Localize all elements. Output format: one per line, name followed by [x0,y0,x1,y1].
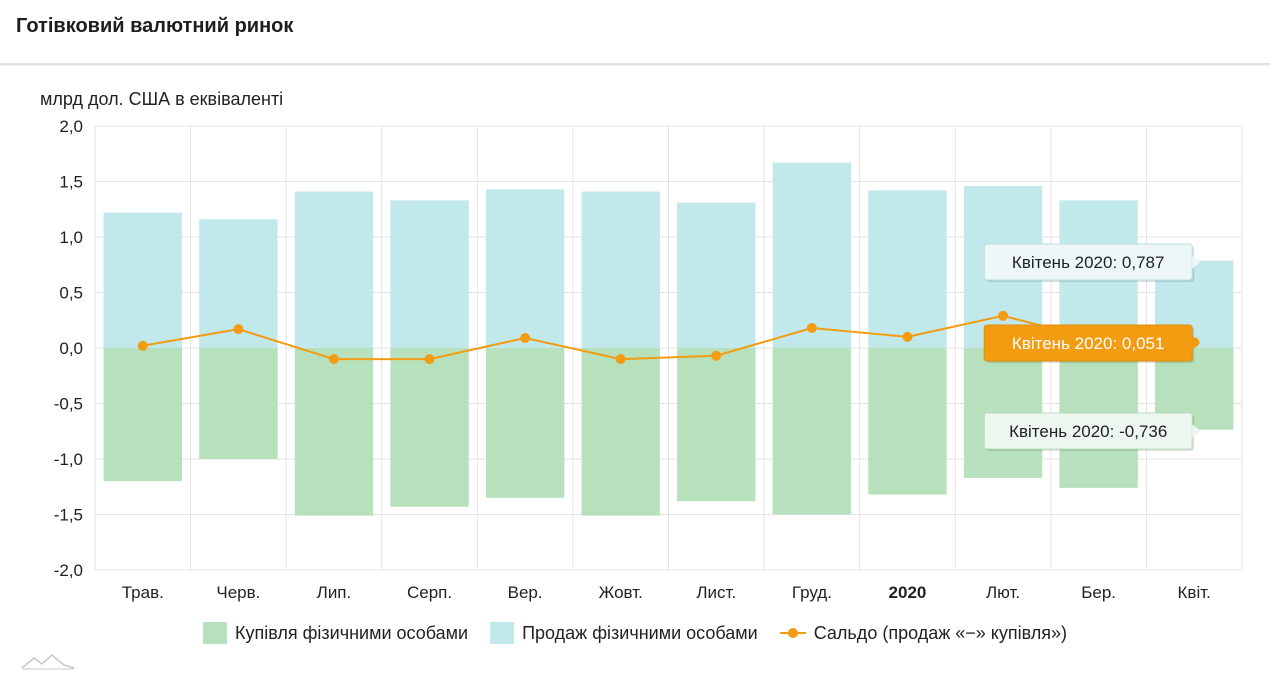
balance-line-group [137,310,1200,365]
bar-sale[interactable] [581,191,660,348]
bar-purchase[interactable] [772,348,852,515]
x-tick-label: Лют. [986,583,1020,602]
bar-sale[interactable] [485,189,565,348]
x-tick-label: Квіт. [1178,583,1211,602]
legend-swatch-balance [779,622,806,644]
bar-purchase[interactable] [677,348,756,502]
y-tick-label: -2,0 [54,561,83,580]
x-tick-label: Жовт. [599,583,643,602]
tooltip-balance: Квітень 2020: 0,051 [983,324,1201,363]
bar-sale[interactable] [294,191,374,348]
y-tick-label: 0,0 [59,339,83,358]
tooltip-purchase-text: Квітень 2020: -0,736 [1009,422,1167,441]
balance-point[interactable] [806,323,817,334]
legend-swatch-sale [490,622,515,644]
bar-sale[interactable] [390,200,469,348]
legend-item-sale[interactable]: Продаж фізичними особами [490,622,758,644]
x-tick-label: Вер. [508,583,543,602]
bar-purchase[interactable] [294,348,374,516]
bar-sale[interactable] [103,212,182,348]
bar-purchase[interactable] [103,348,182,482]
x-tick-label: Серп. [407,583,452,602]
tooltip-balance-pointer [1192,336,1201,350]
x-axis-ticks: Трав. Черв. Лип. Серп. Вер. Жовт. Лист. Груд. 20… [122,583,1211,602]
tooltip-sale-pointer [1192,255,1201,269]
bar-purchase[interactable] [581,348,660,516]
y-tick-label: 2,0 [59,117,83,136]
balance-point[interactable] [424,354,435,365]
y-tick-label: -0,5 [54,395,83,414]
balance-point[interactable] [233,324,244,335]
tooltip-sale-text: Квітень 2020: 0,787 [1012,253,1165,272]
balance-point[interactable] [711,350,722,361]
balance-line [142,314,1195,361]
bar-sale[interactable] [677,202,756,348]
y-tick-label: 1,5 [59,173,83,192]
bar-purchase[interactable] [868,348,947,495]
x-tick-label: Лист. [696,583,736,602]
mountain-logo-icon [21,654,75,670]
y-tick-label: 0,5 [59,284,83,303]
tooltip-sale-box [983,243,1193,281]
bar-sale[interactable] [868,190,947,348]
legend-label-sale: Продаж фізичними особами [522,622,758,643]
legend-label-balance: Сальдо (продаж «−» купівля») [813,622,1068,643]
y-tick-label: -1,5 [54,506,83,525]
chart-header: Готівковий валютний ринок [0,0,1270,65]
x-tick-label: 2020 [889,583,927,602]
balance-point[interactable] [137,340,148,351]
bar-sale[interactable] [772,162,852,348]
bar-purchase[interactable] [485,348,565,498]
balance-point[interactable] [328,354,339,365]
balance-point[interactable] [998,310,1009,321]
legend-item-balance[interactable]: Сальдо (продаж «−» купівля») [779,622,1068,644]
legend-swatch-purchase [202,622,227,644]
x-tick-label: Лип. [317,583,352,602]
chart-title: Готівковий валютний ринок [16,15,294,37]
tooltip-sale: Квітень 2020: 0,787 [983,243,1201,282]
bar-purchase[interactable] [199,348,278,459]
x-tick-label: Трав. [122,583,164,602]
tooltip-balance-box [983,324,1193,362]
x-tick-label: Бер. [1081,583,1116,602]
grid-lines [94,125,1243,571]
balance-point[interactable] [615,354,626,365]
legend-label-purchase: Купівля фізичними особами [234,622,469,643]
y-axis-unit-label: млрд дол. США в еквіваленті [40,89,284,109]
balance-point[interactable] [520,333,531,344]
tooltip-purchase-box [983,412,1193,450]
tooltips-group: Квітень 2020: 0,787 Квітень 2020: 0,051 Кв… [983,243,1201,451]
legend: Купівля фізичними особами Продаж фізични… [0,622,1270,644]
y-tick-label: 1,0 [59,228,83,247]
y-tick-label: -1,0 [54,450,83,469]
tooltip-balance-text: Квітень 2020: 0,051 [1012,334,1165,353]
legend-item-purchase[interactable]: Купівля фізичними особами [202,622,469,644]
tooltip-purchase: Квітень 2020: -0,736 [983,412,1201,451]
balance-point[interactable] [902,331,913,342]
bars-group [103,162,1234,516]
tooltip-purchase-pointer [1192,424,1201,438]
x-tick-label: Черв. [216,583,260,602]
x-tick-label: Груд. [792,583,832,602]
y-axis-ticks: 2,0 1,5 1,0 0,5 0,0 -0,5 -1,0 -1,5 -2,0 [54,117,83,580]
bar-purchase[interactable] [390,348,469,507]
